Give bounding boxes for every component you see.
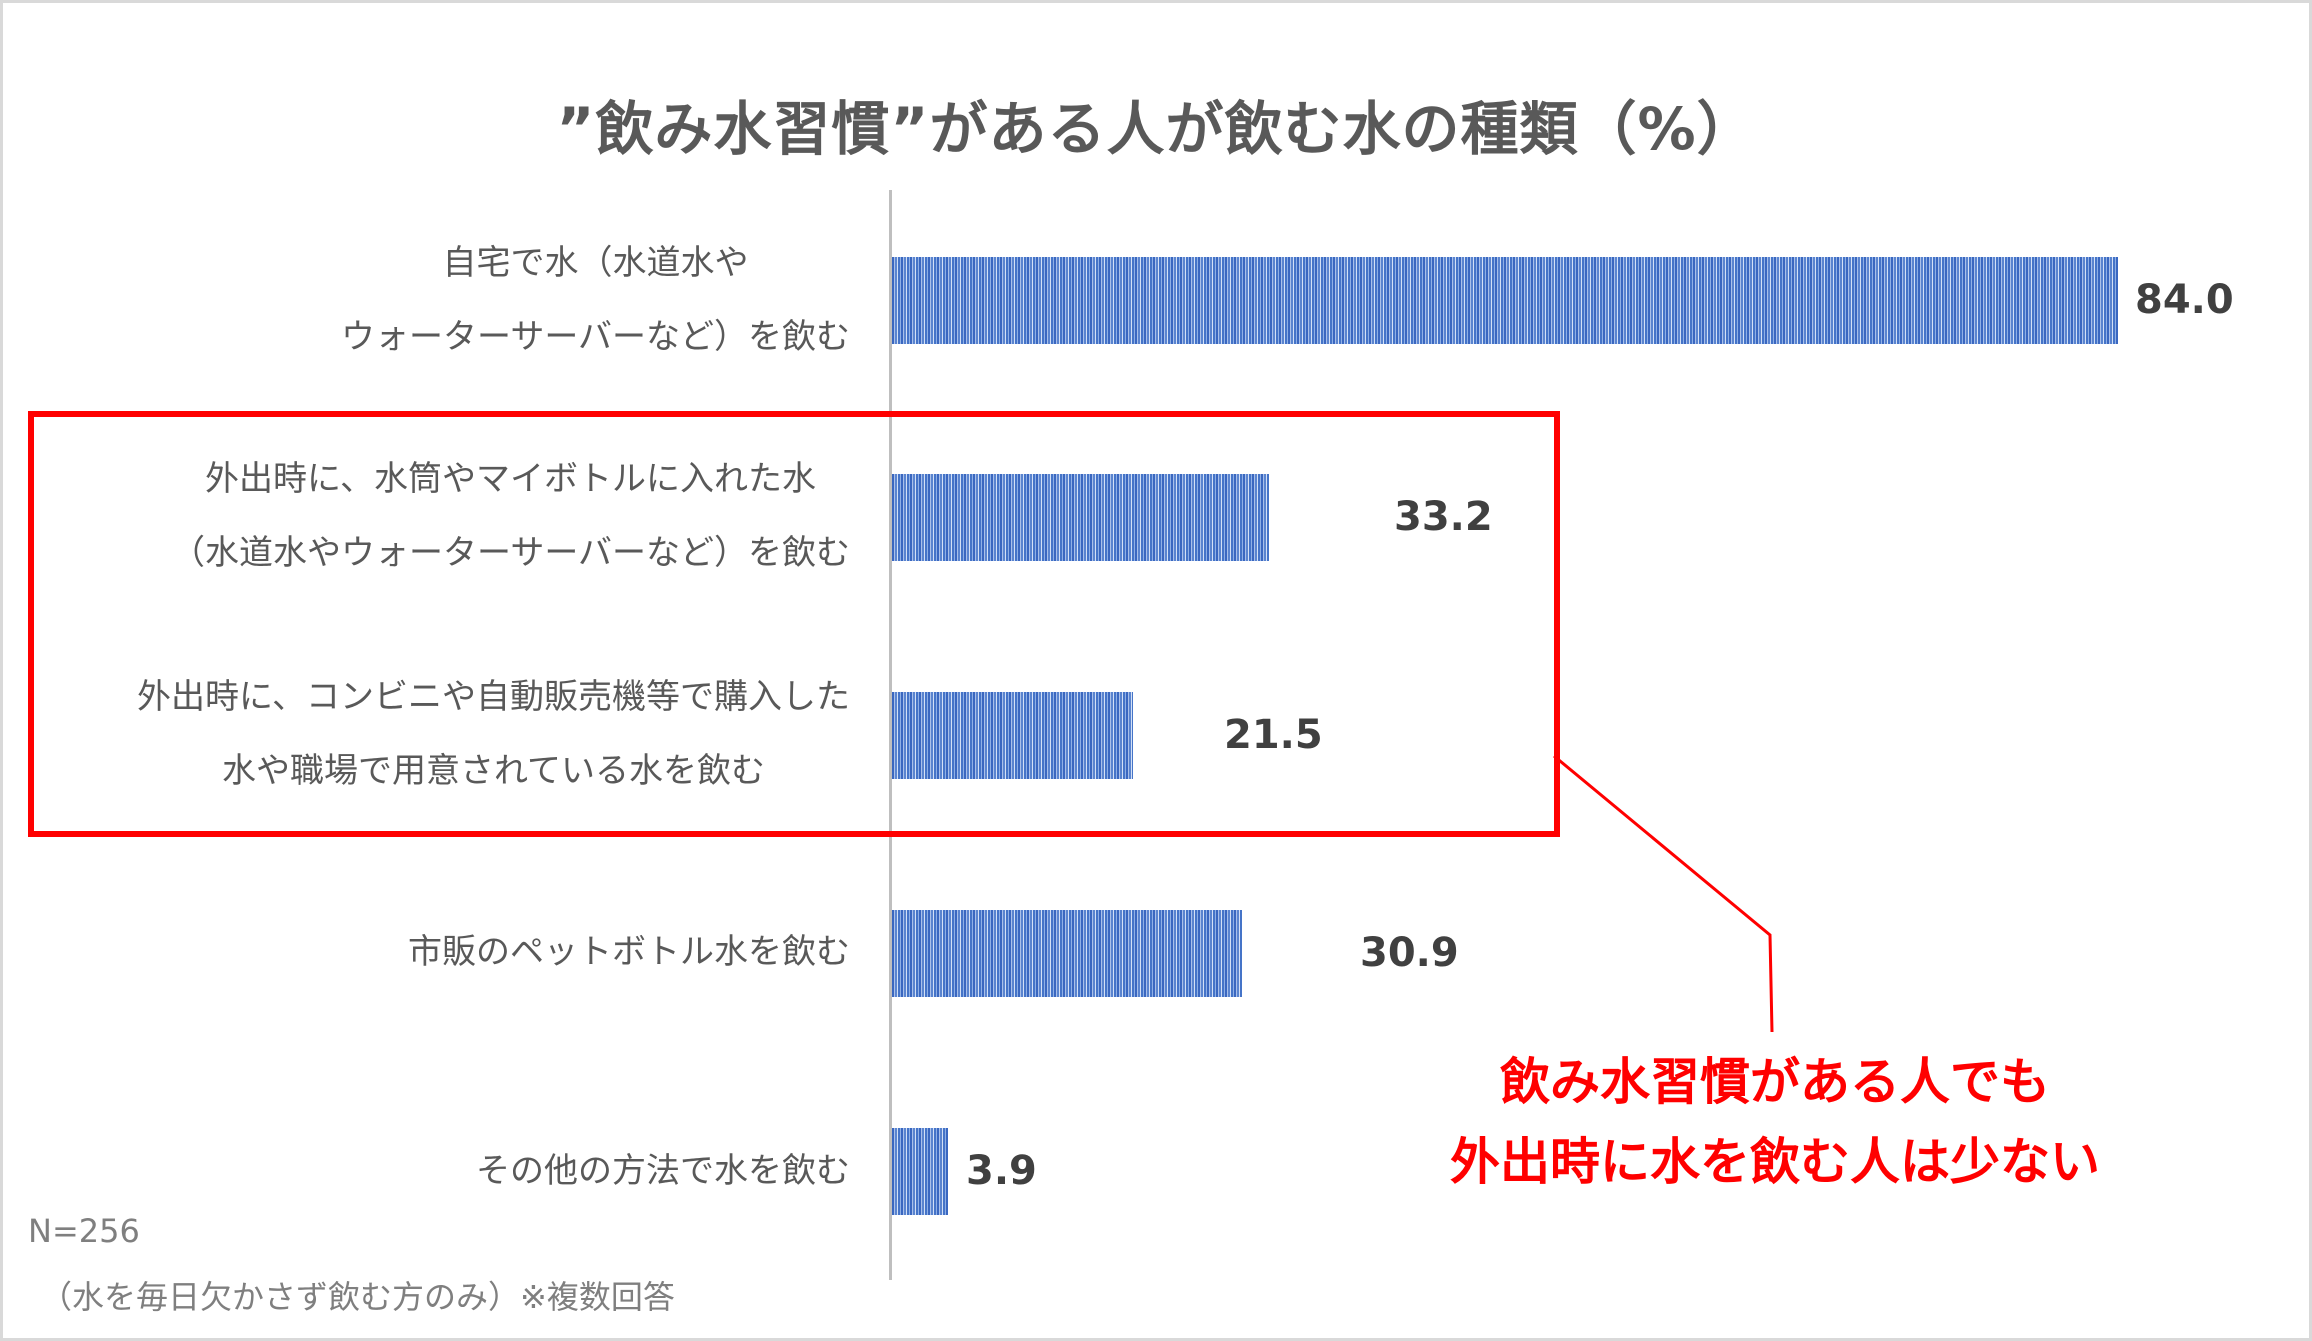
chart-title: ”飲み水習慣”がある人が飲む水の種類（%） [556,95,1756,163]
category-axis-line [889,190,892,1280]
category-label: 自宅で水（水道水や ウォーターサーバーなど）を飲む [341,226,850,374]
bar-other [892,1128,948,1215]
category-label-line: 市販のペットボトル水を飲む [408,932,850,972]
value-label: 84.0 [2135,277,2234,323]
annotation-line: 外出時に水を飲む人は少ない [1450,1133,2100,1191]
annotation-text: 飲み水習慣がある人でも 外出時に水を飲む人は少ない [1375,1042,2175,1202]
category-label: 外出時に、水筒やマイボトルに入れた水 （水道水やウォーターサーバーなど）を飲む [171,442,850,590]
annotation-line: 飲み水習慣がある人でも [1500,1053,2050,1111]
sample-size-note: N=256 [28,1212,140,1250]
category-label-line: その他の方法で水を飲む [476,1151,850,1191]
category-label: 外出時に、コンビニや自動販売機等で購入した 水や職場で用意されている水を飲む [137,660,850,808]
category-label-line: 外出時に、コンビニや自動販売機等で購入した [137,677,850,717]
bar-outside-bottle [892,474,1269,561]
respondent-condition-note: （水を毎日欠かさず飲む方のみ）※複数回答 [40,1278,675,1316]
value-label: 21.5 [1224,712,1323,758]
bar-pet-bottle [892,910,1242,997]
value-label: 3.9 [966,1148,1037,1194]
bar-home-water [892,257,2118,344]
category-label: その他の方法で水を飲む [476,1134,850,1208]
category-label-line: 自宅で水（水道水や [442,243,749,283]
category-label-line: 外出時に、水筒やマイボトルに入れた水 [205,459,816,499]
category-label-line: （水道水やウォーターサーバーなど）を飲む [171,533,850,573]
category-label-line: 水や職場で用意されている水を飲む [222,751,765,791]
value-label: 30.9 [1360,930,1459,976]
category-label-line: ウォーターサーバーなど）を飲む [341,317,850,357]
highlight-box [28,411,1560,837]
bar-outside-purchased [892,692,1133,779]
category-label: 市販のペットボトル水を飲む [408,915,850,989]
value-label: 33.2 [1394,494,1493,540]
